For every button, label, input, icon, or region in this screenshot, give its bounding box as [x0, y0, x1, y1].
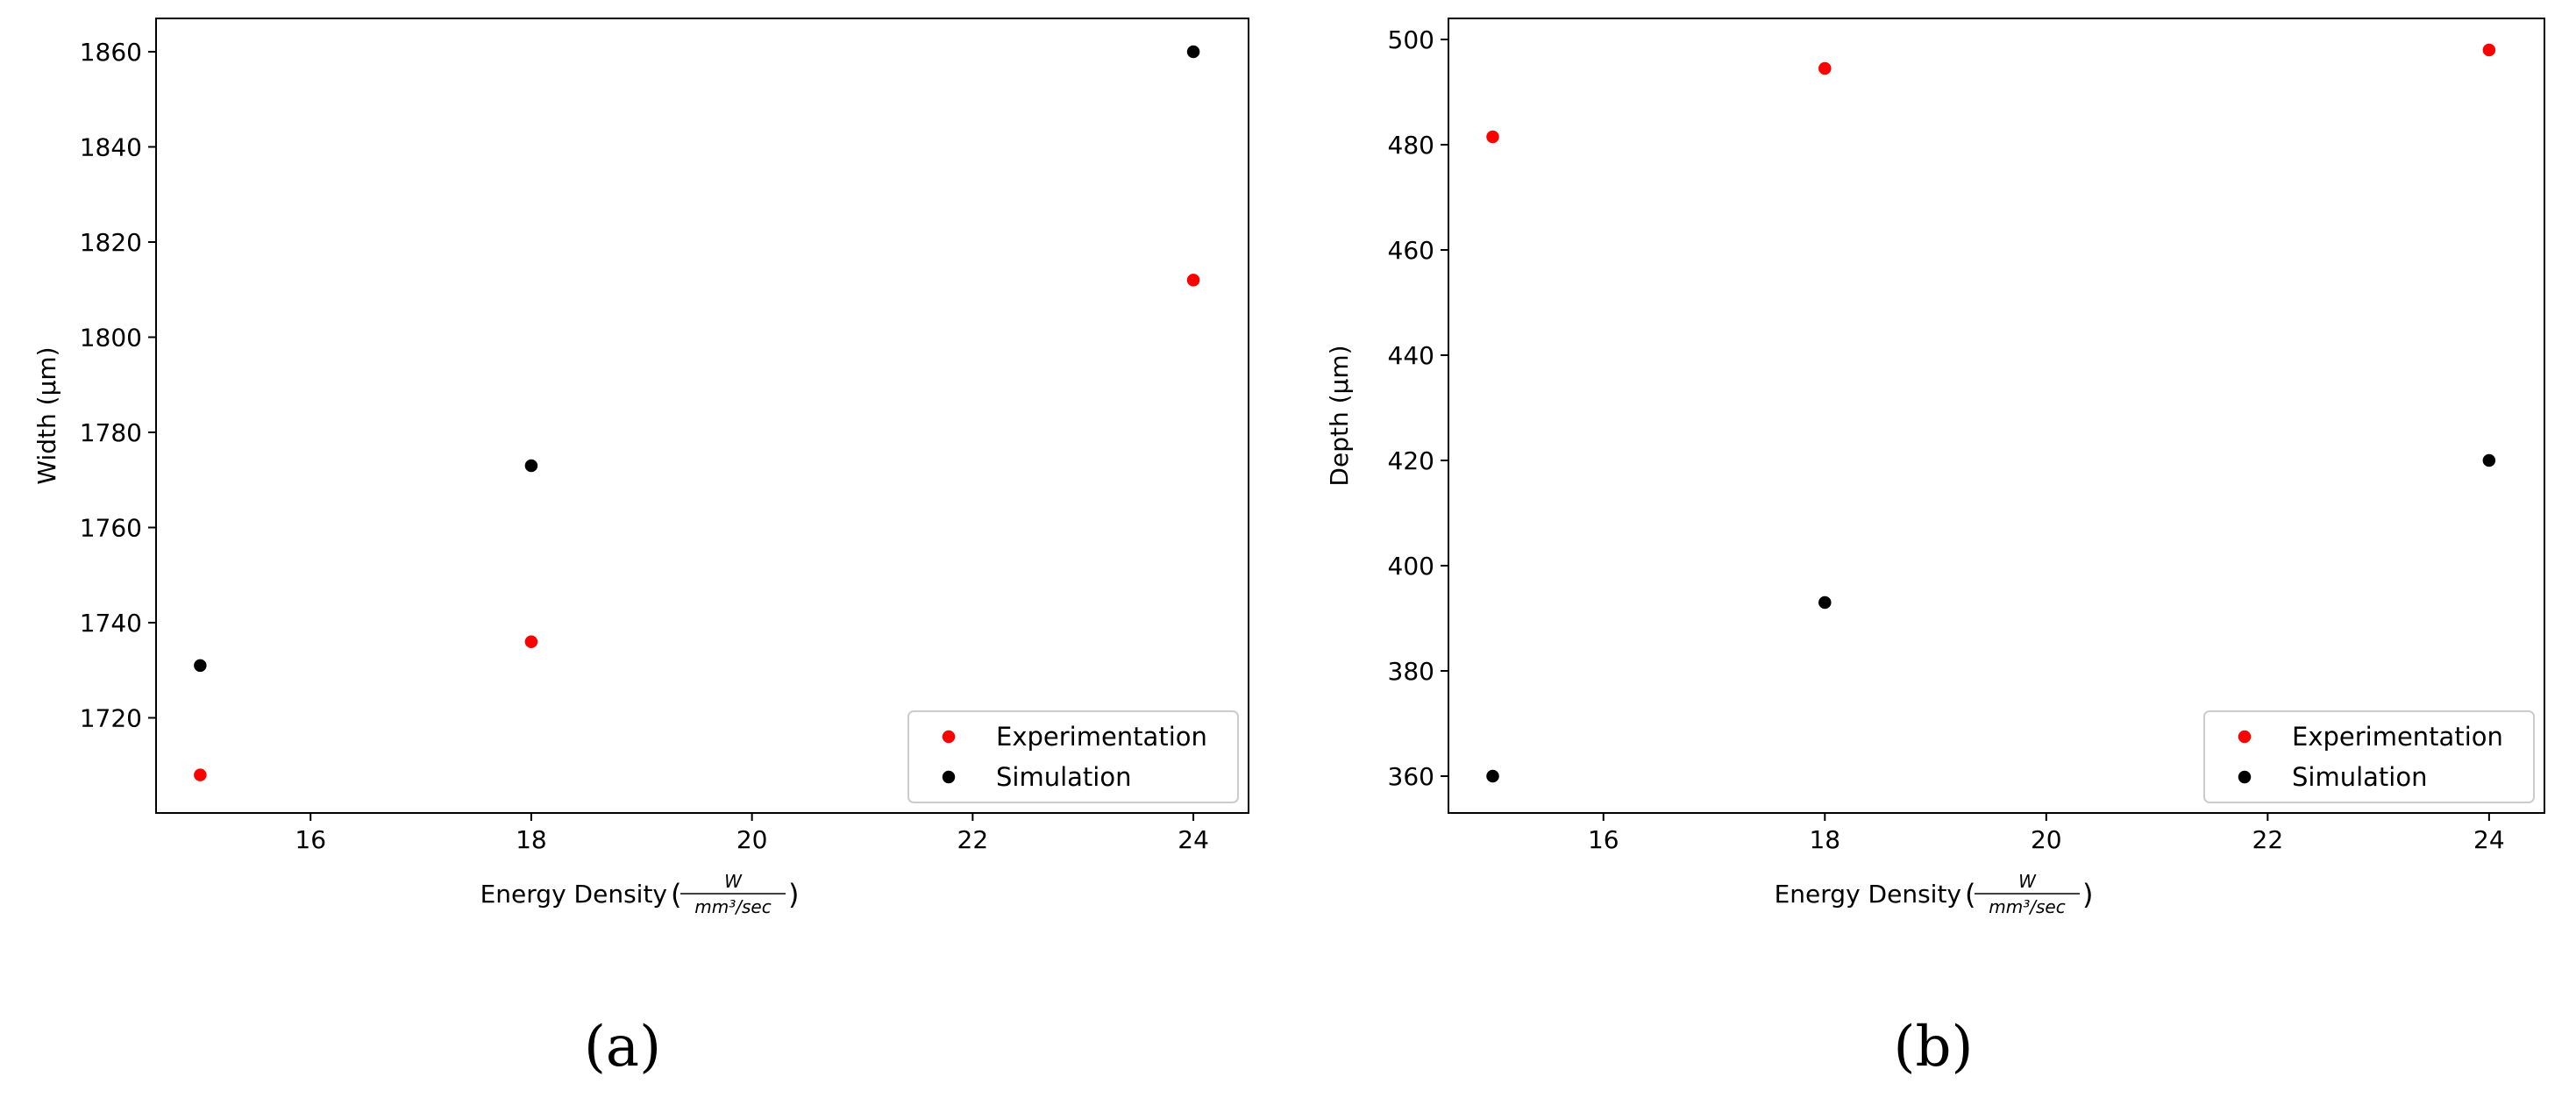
data-point-simulation: [2481, 453, 2497, 468]
chart-panel-1: 16 18 20 22 24172017401760178018001820184018…: [32, 18, 1249, 917]
legend-marker-simulation: [941, 769, 957, 785]
x-axis-label-unit-denominator: mm³/sec: [694, 896, 771, 917]
chart-panel-2: 16 18 20 22 24 360 380 400 420 440 460 480 500 Depth …: [1325, 18, 2545, 917]
x-tick-label: 22: [957, 825, 989, 854]
x-tick-label: 18: [1809, 825, 1840, 854]
x-tick-label: 20: [2031, 825, 2062, 854]
y-tick-label: 420: [1388, 446, 1434, 475]
x-tick-label: 16: [1588, 825, 1619, 854]
y-tick-label: 380: [1388, 657, 1434, 686]
x-tick-label: 20: [737, 825, 768, 854]
x-tick-label: 24: [2473, 825, 2505, 854]
data-point-experimentation: [192, 766, 209, 783]
y-axis-label: Width (μm): [32, 346, 61, 484]
y-tick-label: 1780: [80, 418, 142, 447]
x-axis-label-paren-close: ): [788, 878, 799, 911]
legend-label-experimentation: Experimentation: [996, 722, 1207, 752]
x-tick-label: 24: [1178, 825, 1209, 854]
x-tick-label: 16: [295, 825, 326, 854]
data-point-experimentation: [1817, 61, 1833, 76]
legend-marker-experimentation: [941, 729, 957, 745]
data-point-simulation: [192, 658, 209, 674]
y-tick-label: 400: [1388, 552, 1434, 581]
y-tick-label: 480: [1388, 131, 1434, 160]
y-tick-label: 500: [1388, 25, 1434, 54]
y-tick-label: 1720: [80, 703, 142, 732]
series-experimentation: [192, 272, 1201, 783]
legend-label-experimentation: Experimentation: [2292, 722, 2503, 752]
data-point-simulation: [1484, 768, 1501, 784]
y-tick-label: 1800: [80, 323, 142, 352]
x-tick-label: 18: [516, 825, 547, 854]
legend: Experimentation Simulation: [2203, 710, 2535, 803]
x-axis-label-unit-numerator: W: [2018, 871, 2037, 892]
legend-label-simulation: Simulation: [996, 762, 1131, 792]
x-tick-label: 22: [2252, 825, 2284, 854]
data-point-experimentation: [1185, 272, 1201, 289]
plot-frame: [1448, 18, 2545, 814]
legend-marker-simulation: [2237, 769, 2252, 785]
x-axis-label-text: Energy Density: [1775, 880, 1961, 909]
y-tick-label: 460: [1388, 236, 1434, 265]
y-tick-label: 1760: [80, 513, 142, 542]
x-axis-label-paren-close: ): [2082, 878, 2093, 911]
data-point-simulation: [1817, 595, 1833, 610]
y-tick-label: 1840: [80, 132, 142, 161]
x-axis-label-paren-open: (: [671, 878, 681, 911]
panel-caption: (b): [1894, 1015, 1974, 1080]
series-experimentation: [1484, 42, 2497, 145]
legend: Experimentation Simulation: [907, 710, 1239, 803]
x-axis-label-paren-open: (: [1965, 878, 1975, 911]
panel-caption: (a): [584, 1015, 661, 1080]
y-tick-label: 360: [1388, 762, 1434, 791]
plot-frame: [155, 18, 1249, 814]
y-tick-label: 440: [1388, 341, 1434, 370]
legend-box: [907, 710, 1239, 803]
y-tick-label: 1820: [80, 228, 142, 257]
data-point-experimentation: [2481, 42, 2497, 58]
x-axis-label-unit-denominator: mm³/sec: [1989, 896, 2065, 917]
data-point-experimentation: [523, 633, 539, 650]
x-axis-label-text: Energy Density: [480, 880, 667, 909]
data-point-simulation: [1185, 44, 1201, 60]
series-simulation: [1484, 453, 2497, 784]
x-axis-label-unit-numerator: W: [724, 871, 743, 892]
legend-marker-experimentation: [2237, 729, 2252, 745]
y-tick-label: 1860: [80, 38, 142, 67]
y-tick-label: 1740: [80, 609, 142, 638]
legend-box: [2203, 710, 2535, 803]
y-axis-label: Depth (μm): [1325, 345, 1354, 486]
legend-label-simulation: Simulation: [2292, 762, 2427, 792]
series-simulation: [192, 44, 1201, 674]
data-point-simulation: [523, 458, 539, 474]
data-point-experimentation: [1484, 129, 1501, 145]
